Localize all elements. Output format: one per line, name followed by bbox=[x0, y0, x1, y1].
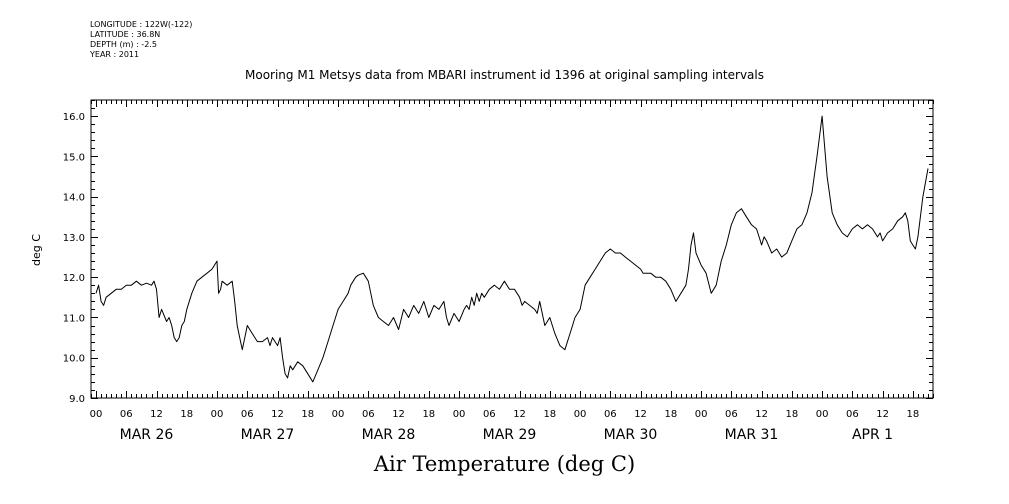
x-day-label: MAR 26 bbox=[120, 427, 174, 443]
x-tick-label: 18 bbox=[664, 409, 677, 420]
x-tick-label: 18 bbox=[543, 409, 556, 420]
x-tick-label: 18 bbox=[301, 409, 314, 420]
longitude-label: LONGITUDE : 122W(-122) bbox=[90, 20, 193, 29]
latitude-label: LATITUDE : 36.8N bbox=[90, 30, 161, 39]
x-tick-label: 18 bbox=[422, 409, 435, 420]
x-tick-label: 06 bbox=[483, 409, 496, 420]
y-axis-label: deg C bbox=[30, 234, 43, 266]
x-tick-label: 12 bbox=[392, 409, 405, 420]
depth-label: DEPTH (m) : -2.5 bbox=[90, 40, 157, 49]
y-tick-label: 12.0 bbox=[63, 273, 85, 284]
x-tick-label: 18 bbox=[906, 409, 919, 420]
x-tick-label: 12 bbox=[876, 409, 889, 420]
y-tick-label: 9.0 bbox=[69, 394, 85, 405]
x-day-label: MAR 30 bbox=[604, 427, 658, 443]
x-tick-label: 00 bbox=[816, 409, 829, 420]
x-day-label: APR 1 bbox=[852, 427, 893, 443]
x-day-label: MAR 29 bbox=[483, 427, 537, 443]
x-tick-label: 06 bbox=[241, 409, 254, 420]
x-tick-label: 00 bbox=[90, 409, 103, 420]
x-tick-label: 06 bbox=[604, 409, 617, 420]
x-tick-label: 12 bbox=[150, 409, 163, 420]
y-tick-label: 14.0 bbox=[63, 193, 85, 204]
x-tick-label: 06 bbox=[120, 409, 133, 420]
x-tick-label: 12 bbox=[755, 409, 768, 420]
y-tick-label: 11.0 bbox=[63, 313, 85, 324]
x-tick-label: 00 bbox=[332, 409, 345, 420]
x-tick-label: 12 bbox=[634, 409, 647, 420]
x-day-label: MAR 31 bbox=[725, 427, 779, 443]
x-tick-label: 06 bbox=[362, 409, 375, 420]
x-tick-label: 00 bbox=[453, 409, 466, 420]
plot-frame bbox=[90, 99, 934, 399]
x-tick-label: 06 bbox=[846, 409, 859, 420]
x-tick-label: 00 bbox=[695, 409, 708, 420]
x-tick-label: 00 bbox=[211, 409, 224, 420]
y-tick-label: 13.0 bbox=[63, 233, 85, 244]
year-label: YEAR : 2011 bbox=[90, 50, 140, 59]
x-tick-label: 12 bbox=[513, 409, 526, 420]
x-tick-label: 12 bbox=[271, 409, 284, 420]
x-day-label: MAR 27 bbox=[241, 427, 295, 443]
x-tick-label: 18 bbox=[785, 409, 798, 420]
x-tick-label: 00 bbox=[574, 409, 587, 420]
y-tick-label: 16.0 bbox=[63, 112, 85, 123]
air-temperature-line bbox=[95, 115, 929, 383]
x-tick-label: 06 bbox=[725, 409, 738, 420]
y-tick-label: 10.0 bbox=[63, 354, 85, 365]
y-tick-label: 15.0 bbox=[63, 152, 85, 163]
chart-title: Mooring M1 Metsys data from MBARI instru… bbox=[245, 68, 764, 82]
x-day-label: MAR 28 bbox=[362, 427, 416, 443]
x-axis-label: Air Temperature (deg C) bbox=[373, 452, 636, 476]
metadata-block: LONGITUDE : 122W(-122) LATITUDE : 36.8N … bbox=[90, 20, 192, 60]
x-tick-label: 18 bbox=[180, 409, 193, 420]
